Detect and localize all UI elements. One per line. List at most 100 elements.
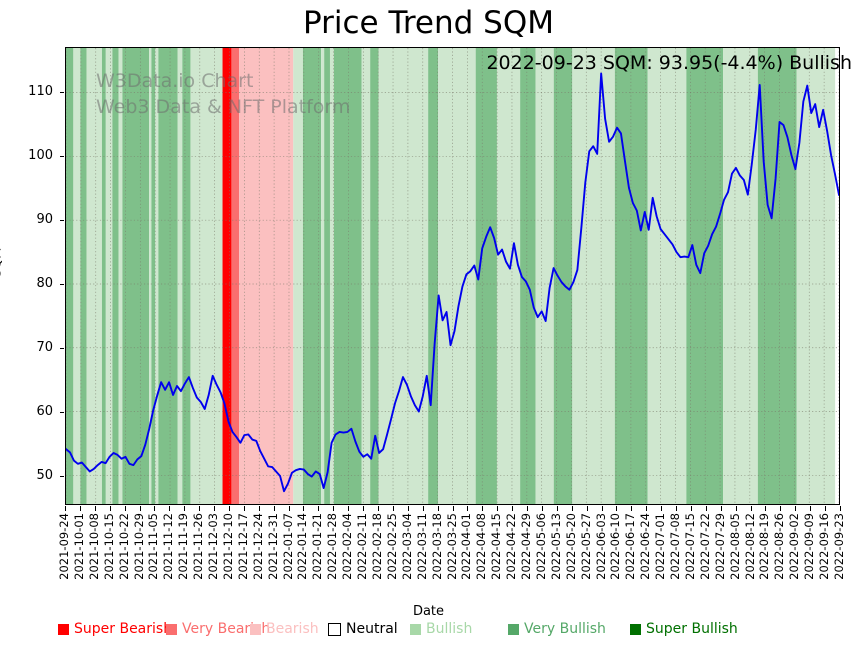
x-tick-label: 2022-08-05 (727, 513, 742, 580)
x-tick-label: 2022-07-29 (712, 513, 727, 580)
y-tick-label: 80 (36, 276, 53, 291)
x-tick-label: 2022-02-25 (384, 513, 399, 580)
x-tick-label: 2021-12-03 (206, 513, 221, 580)
x-tick-label: 2022-09-16 (817, 513, 832, 580)
legend-swatch (328, 622, 341, 636)
state-band-very_bullish (101, 48, 106, 504)
x-tick-label: 2022-01-07 (280, 513, 295, 580)
x-tick-label: 2022-03-18 (429, 513, 444, 580)
y-tick-mark (60, 412, 64, 414)
x-tick-label: 2022-05-06 (533, 513, 548, 580)
x-tick-mark (422, 506, 424, 511)
x-tick-mark (661, 506, 663, 511)
x-tick-mark (482, 506, 484, 511)
background-state-bands (66, 48, 836, 504)
y-tick-mark (60, 219, 64, 221)
state-band-very_bullish (324, 48, 330, 504)
x-tick-label: 2022-04-15 (489, 513, 504, 580)
state-band-bullish (361, 48, 371, 504)
x-tick-mark (109, 506, 111, 511)
y-tick-mark (60, 91, 64, 93)
legend-item[interactable]: Very Bullish (508, 620, 606, 638)
x-tick-mark (348, 506, 350, 511)
x-tick-label: 2021-12-17 (235, 513, 250, 580)
state-band-bullish (149, 48, 152, 504)
state-band-bullish (796, 48, 836, 504)
x-tick-mark (780, 506, 782, 511)
x-tick-mark (676, 506, 678, 511)
y-tick-label: 60 (36, 404, 53, 420)
x-tick-label: 2022-03-25 (444, 513, 459, 580)
x-tick-mark (512, 506, 514, 511)
x-tick-mark (765, 506, 767, 511)
x-tick-label: 2021-11-05 (146, 513, 161, 580)
legend-item[interactable]: Bullish (410, 620, 472, 638)
plot-area[interactable] (65, 47, 840, 505)
x-tick-label: 2022-07-08 (668, 513, 683, 580)
state-band-bullish (329, 48, 334, 504)
legend-label: Very Bullish (524, 621, 606, 637)
x-tick-label: 2022-09-02 (787, 513, 802, 580)
legend-label: Super Bullish (646, 621, 738, 637)
state-band-bullish (118, 48, 123, 504)
x-tick-mark (750, 506, 752, 511)
legend-swatch (630, 623, 641, 635)
x-tick-mark (139, 506, 141, 511)
x-tick-label: 2022-06-17 (623, 513, 638, 580)
x-tick-mark (541, 506, 543, 511)
state-band-very_bullish (182, 48, 191, 504)
legend-item[interactable]: Bearish (250, 620, 319, 638)
x-tick-label: 2022-04-08 (474, 513, 489, 580)
x-tick-mark (467, 506, 469, 511)
state-band-very_bullish (686, 48, 724, 504)
x-tick-label: 2021-10-01 (71, 513, 86, 580)
x-tick-label: 2022-03-04 (399, 513, 414, 580)
x-tick-mark (258, 506, 260, 511)
x-tick-mark (840, 506, 841, 511)
x-tick-mark (527, 506, 529, 511)
state-band-bullish (647, 48, 687, 504)
y-tick-label: 100 (28, 147, 53, 163)
state-band-bullish (155, 48, 159, 504)
y-tick-label: 70 (36, 340, 53, 356)
x-tick-mark (169, 506, 171, 511)
x-tick-label: 2022-03-11 (414, 513, 429, 580)
legend-swatch (410, 623, 421, 635)
legend-swatch (508, 623, 519, 635)
x-tick-mark (243, 506, 245, 511)
state-band-bullish (86, 48, 102, 504)
state-band-bullish (177, 48, 183, 504)
x-tick-mark (392, 506, 394, 511)
state-band-very_bullish (333, 48, 362, 504)
legend-item[interactable]: Neutral (328, 620, 398, 638)
x-tick-mark (228, 506, 230, 511)
x-tick-label: 2021-12-31 (265, 513, 280, 580)
legend: Super Bearish Very Bearish Bearish Neutral B… (0, 620, 857, 642)
legend-item[interactable]: Super Bearish (58, 620, 172, 638)
page-title: Price Trend SQM (303, 5, 554, 41)
state-band-bullish (378, 48, 429, 504)
legend-item[interactable]: Very Bearish (166, 620, 270, 638)
price-line-series (66, 72, 839, 493)
legend-item[interactable]: Super Bullish (630, 620, 738, 638)
x-tick-mark (452, 506, 454, 511)
state-band-very_bullish (520, 48, 536, 504)
state-band-bullish (572, 48, 615, 504)
x-tick-mark (288, 506, 290, 511)
state-band-very_bearish (231, 48, 240, 504)
y-tick-mark (60, 284, 64, 285)
state-band-bullish (723, 48, 758, 504)
x-tick-mark (124, 506, 126, 511)
price-line-path (66, 72, 839, 493)
x-tick-label: 2022-04-01 (459, 513, 474, 580)
x-tick-label: 2022-06-03 (593, 513, 608, 580)
legend-label: Very Bearish (182, 621, 271, 637)
legend-swatch (166, 623, 177, 635)
x-tick-label: 2022-05-20 (563, 513, 578, 580)
y-tick-mark (60, 476, 64, 478)
x-tick-mark (616, 506, 618, 511)
x-tick-mark (273, 506, 275, 511)
x-tick-mark (94, 506, 96, 511)
state-band-bullish (535, 48, 554, 504)
x-tick-mark (407, 506, 409, 511)
